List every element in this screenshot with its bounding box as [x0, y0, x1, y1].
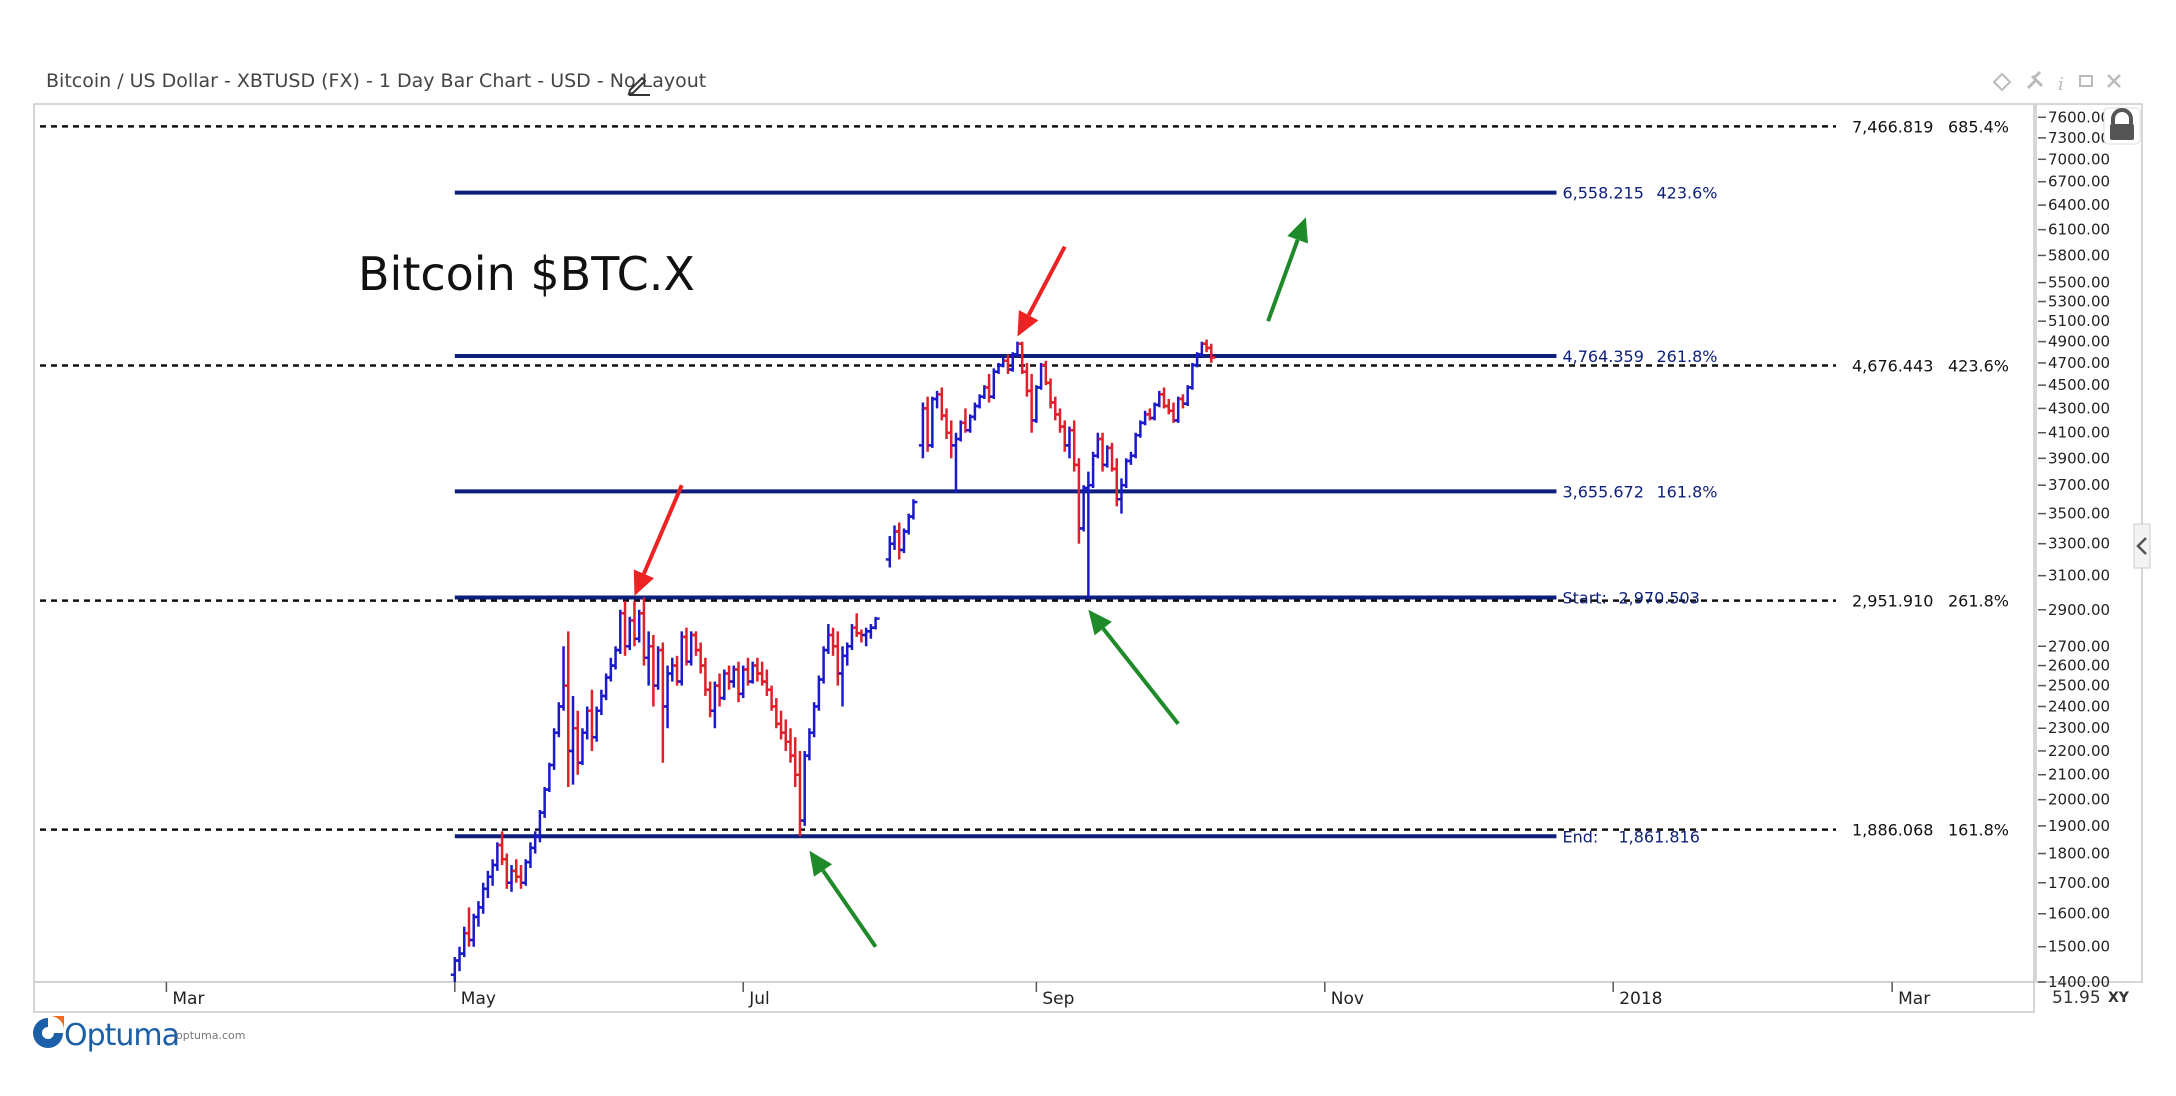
diamond-icon[interactable] [1992, 72, 2012, 92]
arrow-head [1088, 609, 1112, 636]
price-tick-label: 3300.00 [2048, 535, 2110, 553]
ohlc-bar [1207, 343, 1216, 363]
date-tick-label: Jul [748, 989, 770, 1009]
price-tick-label: 4700.00 [2048, 354, 2110, 372]
date-tick-label: Sep [1042, 989, 1074, 1009]
zoom-value: 51.95 [2052, 988, 2101, 1008]
brand-name: Optuma [64, 1018, 180, 1053]
pin-icon[interactable] [2026, 70, 2044, 90]
lock-icon[interactable] [2103, 107, 2141, 145]
close-icon[interactable] [2107, 74, 2121, 88]
date-tick-label: May [461, 989, 496, 1009]
green-arrow [1266, 217, 1308, 322]
price-tick-label: 6700.00 [2048, 173, 2110, 191]
price-tick-label: 3700.00 [2048, 476, 2110, 494]
price-tick-label: 3900.00 [2048, 449, 2110, 467]
price-tick-label: 2400.00 [2048, 697, 2110, 715]
date-axis-panel [33, 981, 2035, 1013]
dotted-level-value: 2,951.910 [1852, 592, 1933, 611]
price-tick-label: 3100.00 [2048, 567, 2110, 585]
price-tick-label: 4900.00 [2048, 333, 2110, 351]
fib-level-value: 2,970.503 [1618, 588, 1699, 607]
xy-toggle-button[interactable]: XY [2108, 990, 2129, 1006]
price-tick-label: 5300.00 [2048, 293, 2110, 311]
price-tick-label: 1700.00 [2048, 874, 2110, 892]
arrow-shaft [1266, 239, 1300, 322]
price-tick-label: 4300.00 [2048, 399, 2110, 417]
arrow-head [1017, 310, 1039, 337]
optuma-logo-icon [33, 1016, 64, 1048]
fib-level-value: 4,764.359 [1562, 347, 1643, 366]
price-tick-label: 4100.00 [2048, 424, 2110, 442]
price-tick-label: 7600.00 [2048, 108, 2110, 126]
price-tick-label: 1600.00 [2048, 905, 2110, 923]
fib-level-value: 1,861.816 [1618, 827, 1699, 846]
red-arrow [633, 484, 684, 596]
fib-level-pct: 423.6% [1656, 184, 1717, 203]
price-tick-label: 1800.00 [2048, 845, 2110, 863]
fib-level-value: 6,558.215 [1562, 184, 1643, 203]
info-icon[interactable]: i [2058, 74, 2064, 95]
dotted-level-pct: 685.4% [1948, 117, 2009, 136]
fib-level-value: 3,655.672 [1562, 482, 1643, 501]
price-tick-label: 2600.00 [2048, 657, 2110, 675]
edit-pencil-icon[interactable] [626, 70, 652, 96]
price-tick-label: 2100.00 [2048, 766, 2110, 784]
price-tick-label: 2700.00 [2048, 637, 2110, 655]
dotted-level-value: 4,676.443 [1852, 357, 1933, 376]
dotted-level-pct: 423.6% [1948, 357, 2009, 376]
fib-level-pct: End: [1562, 827, 1598, 846]
dotted-level-pct: 261.8% [1948, 592, 2009, 611]
price-tick-label: 1900.00 [2048, 817, 2110, 835]
price-tick-label: 7000.00 [2048, 150, 2110, 168]
ohlc-bar [909, 499, 918, 520]
arrow-head [633, 569, 655, 596]
ohlc-bar [871, 616, 880, 630]
annotation-title: Bitcoin $BTC.X [358, 247, 695, 301]
price-tick-label: 2300.00 [2048, 719, 2110, 737]
fib-level-pct: Start: [1562, 588, 1606, 607]
price-tick-label: 1400.00 [2048, 973, 2110, 991]
arrow-shaft [1026, 245, 1067, 317]
price-tick-label: 5100.00 [2048, 312, 2110, 330]
window-controls: i [1992, 70, 2121, 95]
arrow-head [1287, 217, 1308, 244]
price-tick-label: 4500.00 [2048, 376, 2110, 394]
fib-level-pct: 261.8% [1656, 347, 1717, 366]
plot-area [33, 103, 2035, 983]
date-tick-label: Mar [172, 989, 204, 1009]
date-tick-label: Mar [1898, 989, 1930, 1009]
arrow-shaft [642, 484, 684, 575]
price-axis-panel [2035, 103, 2143, 983]
dotted-level-pct: 161.8% [1948, 821, 2009, 840]
price-tick-label: 6400.00 [2048, 196, 2110, 214]
dotted-level-value: 7,466.819 [1852, 117, 1933, 136]
price-tick-label: 7300.00 [2048, 129, 2110, 147]
collapse-panel-handle[interactable] [2133, 523, 2151, 569]
date-tick-label: Nov [1331, 989, 1364, 1009]
date-tick-label: 2018 [1619, 989, 1662, 1009]
red-arrow [1017, 245, 1067, 337]
price-tick-label: 2500.00 [2048, 677, 2110, 695]
price-tick-label: 5800.00 [2048, 246, 2110, 264]
green-arrow [1088, 609, 1180, 726]
price-tick-label: 6100.00 [2048, 221, 2110, 239]
price-tick-label: 2000.00 [2048, 791, 2110, 809]
price-tick-label: 1500.00 [2048, 938, 2110, 956]
chart-title: Bitcoin / US Dollar - XBTUSD (FX) - 1 Da… [46, 70, 707, 92]
price-tick-label: 2200.00 [2048, 742, 2110, 760]
brand-url: optuma.com [176, 1029, 246, 1042]
arrow-shaft [821, 869, 878, 948]
arrow-head [809, 850, 833, 877]
green-arrow [809, 850, 878, 948]
price-tick-label: 3500.00 [2048, 505, 2110, 523]
dotted-level-value: 1,886.068 [1852, 821, 1933, 840]
price-tick-label: 5500.00 [2048, 274, 2110, 292]
arrow-shaft [1101, 627, 1180, 726]
restore-icon[interactable] [2079, 75, 2093, 87]
fib-level-pct: 161.8% [1656, 482, 1717, 501]
price-tick-label: 2900.00 [2048, 601, 2110, 619]
